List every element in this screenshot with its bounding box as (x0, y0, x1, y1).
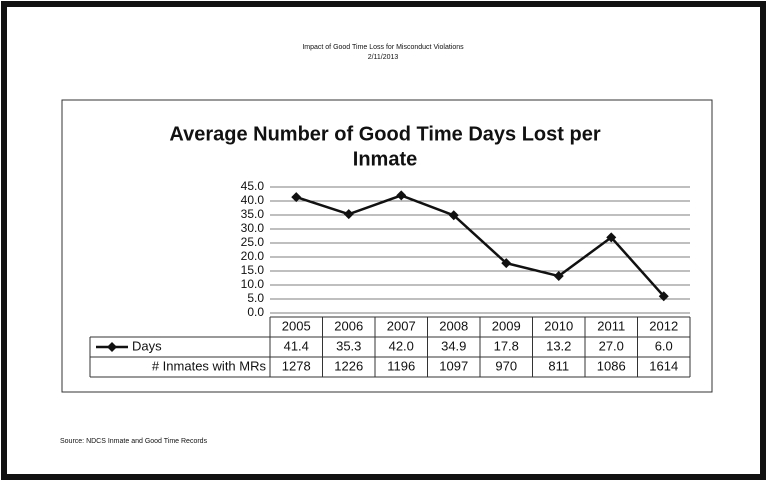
table-cell: 1226 (334, 358, 363, 373)
table-cell: 17.8 (494, 338, 519, 353)
y-tick-label: 0.0 (247, 305, 264, 319)
x-tick-label: 2011 (597, 318, 625, 333)
table-cell: 970 (495, 358, 517, 373)
table-row-label: # Inmates with MRs (152, 358, 267, 373)
y-tick-label: 20.0 (241, 249, 265, 263)
doc-date: 2/11/2013 (368, 54, 399, 61)
data-marker (553, 271, 564, 282)
table-cell: 13.2 (546, 338, 571, 353)
x-tick-label: 2008 (439, 318, 468, 333)
data-marker (291, 192, 302, 203)
table-cell: 42.0 (389, 338, 414, 353)
data-marker (606, 232, 617, 243)
data-marker (343, 209, 354, 220)
x-tick-label: 2005 (282, 318, 311, 333)
table-cell: 1097 (439, 358, 468, 373)
data-marker (448, 210, 459, 221)
table-cell: 41.4 (284, 338, 309, 353)
table-cell: 1278 (282, 358, 311, 373)
table-cell: 1196 (387, 358, 415, 373)
y-tick-label: 15.0 (241, 263, 265, 277)
y-tick-label: 45.0 (241, 179, 265, 193)
y-tick-label: 40.0 (241, 193, 265, 207)
table-cell: 35.3 (336, 338, 361, 353)
x-tick-label: 2009 (492, 318, 521, 333)
table-cell: 6.0 (655, 338, 673, 353)
y-tick-label: 30.0 (241, 221, 265, 235)
y-tick-label: 25.0 (241, 235, 265, 249)
y-tick-label: 5.0 (247, 291, 264, 305)
data-line (295, 194, 665, 298)
y-tick-label: 10.0 (241, 277, 265, 291)
source-note: Source: NDCS Inmate and Good Time Record… (60, 438, 208, 445)
x-tick-label: 2007 (387, 318, 416, 333)
chart-title: Inmate (353, 148, 417, 170)
doc-title: Impact of Good Time Loss for Misconduct … (302, 44, 464, 51)
table-cell: 27.0 (599, 338, 624, 353)
chart-box (61, 99, 713, 393)
legend-label: Days (132, 338, 162, 353)
x-tick-label: 2010 (544, 318, 573, 333)
x-tick-label: 2012 (649, 318, 678, 333)
chart-title: Average Number of Good Time Days Lost pe… (169, 123, 600, 145)
y-tick-label: 35.0 (241, 207, 265, 221)
data-marker (396, 190, 407, 201)
legend-marker (107, 342, 117, 352)
table-cell: 34.9 (441, 338, 466, 353)
data-marker (658, 291, 669, 302)
x-tick-label: 2006 (334, 318, 363, 333)
table-cell: 1614 (649, 358, 678, 373)
data-marker (501, 258, 512, 269)
table-cell: 811 (548, 358, 569, 373)
table-cell: 1086 (597, 358, 626, 373)
